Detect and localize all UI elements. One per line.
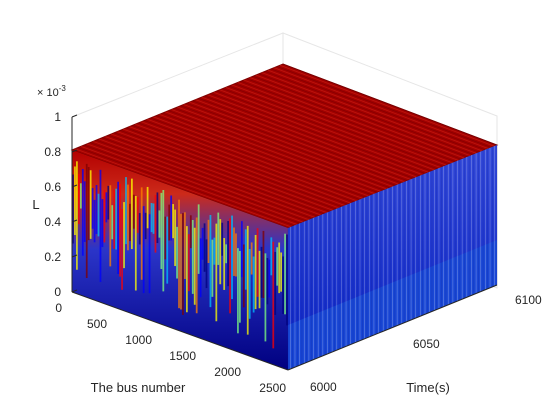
x-axis-label: The bus number (91, 380, 186, 395)
surface-ridge (246, 78, 462, 160)
surface-ridge (114, 132, 330, 212)
surface-ridge (261, 72, 477, 154)
x-tick-label: 1000 (125, 333, 152, 347)
svg-text:× 10-3: × 10-3 (37, 84, 66, 99)
surface-front-stripes (72, 161, 288, 349)
surface-ridge (159, 113, 375, 194)
surface-top-ridges (71, 63, 498, 229)
z-tick-label: 0 (54, 285, 61, 299)
surface-ridge (267, 69, 483, 152)
surface-ridge (279, 64, 495, 147)
z-exponent-label: × 10-3 (37, 84, 66, 99)
surface-ridge (171, 109, 387, 190)
surface-ridge (192, 100, 408, 181)
surface-right-face-lower (288, 240, 497, 370)
surface-ridge (123, 128, 339, 209)
x-tick-label: 2500 (259, 381, 286, 395)
surface-ridge (276, 66, 492, 148)
surface-ridge (273, 67, 489, 149)
axes (71, 117, 498, 371)
surface-ridge (234, 83, 450, 165)
surface-ridge (138, 122, 354, 203)
z-tick-label: 0.4 (44, 215, 61, 229)
surface-ridge (102, 137, 318, 217)
x-ticks: 0 500 1000 1500 2000 2500 (55, 301, 286, 395)
surface-ridge (228, 85, 444, 167)
surface-ridge (156, 115, 372, 196)
surface-ridge (243, 79, 459, 161)
surface-ridge (153, 116, 369, 197)
surface-ridge (249, 77, 465, 159)
surface-ridge (168, 110, 384, 191)
surface-ridge (108, 134, 324, 215)
surface-ridge (225, 86, 441, 168)
surface-ridge (129, 126, 345, 206)
surface-ridge (264, 70, 480, 153)
surface-ridge (95, 139, 313, 219)
y-ticks: 6000 6050 6100 (310, 293, 542, 394)
surface-ridge (141, 121, 357, 202)
surface-ridge (213, 91, 429, 173)
surface-ridge (252, 75, 468, 158)
surface-ridge (186, 102, 402, 184)
surface-ridge (77, 147, 295, 227)
surface-ridge (132, 125, 348, 205)
surface-ridge (219, 89, 435, 171)
surface-ridge (240, 80, 456, 162)
z-tick-label: 0.6 (44, 180, 61, 194)
z-tick-label: 0.2 (44, 250, 61, 264)
surface-ridge (222, 88, 438, 170)
surface-ridge (162, 112, 378, 193)
surface-ridge (210, 93, 426, 174)
surface-ridge (180, 105, 396, 186)
y-tick-label: 6000 (310, 380, 337, 394)
surface-ridge (189, 101, 405, 183)
y-axis-label: Time(s) (406, 380, 450, 395)
surface-ridge (74, 148, 292, 228)
surface-ridge (207, 94, 423, 176)
x-tick-label: 2000 (214, 365, 241, 379)
surface-ridge (105, 136, 321, 216)
surface-ridge (183, 104, 399, 185)
z-ticks: 0 0.2 0.4 0.6 0.8 1 (44, 110, 78, 299)
surface-ridge (255, 74, 471, 157)
surface-ridge (216, 90, 432, 172)
x-tick-label: 500 (87, 317, 107, 331)
y-tick-label: 6100 (515, 293, 542, 307)
surface-ridge (270, 68, 486, 151)
surface-ridge (89, 142, 307, 222)
surface-ridge (258, 73, 474, 155)
surface-ridge (86, 143, 304, 223)
x-tick-label: 0 (55, 301, 62, 315)
surface-ridge (83, 144, 301, 224)
surface-ridge (231, 84, 447, 166)
z-tick-label: 1 (54, 110, 61, 124)
surface-ridge (117, 131, 333, 211)
surface-right-stripes (287, 145, 498, 370)
surface-ridge (204, 95, 420, 177)
z-tick-label: 0.8 (44, 145, 61, 159)
surface-ridge (135, 123, 351, 204)
surface-ridge (201, 96, 417, 178)
surface-ridge (174, 107, 390, 189)
surface-ridge (126, 127, 342, 208)
x-tick-label: 1500 (169, 349, 196, 363)
surface-ridge (282, 63, 498, 146)
surface-ridge (198, 98, 414, 179)
surface-ridge (195, 99, 411, 180)
surface-ridge (165, 111, 381, 192)
z-axis-label: L (32, 197, 39, 212)
surface-ridge (92, 141, 310, 221)
surface-ridge (144, 120, 360, 200)
surface-ridge (98, 138, 316, 218)
y-tick-label: 6050 (413, 337, 440, 351)
surface-ridge (111, 133, 327, 213)
surface-ridge (147, 118, 363, 199)
surface-ridge (80, 145, 298, 225)
surface-ridge (120, 129, 336, 210)
surface-ridge (150, 117, 366, 198)
surface-ridge (237, 82, 453, 164)
surface-ridge (177, 106, 393, 187)
